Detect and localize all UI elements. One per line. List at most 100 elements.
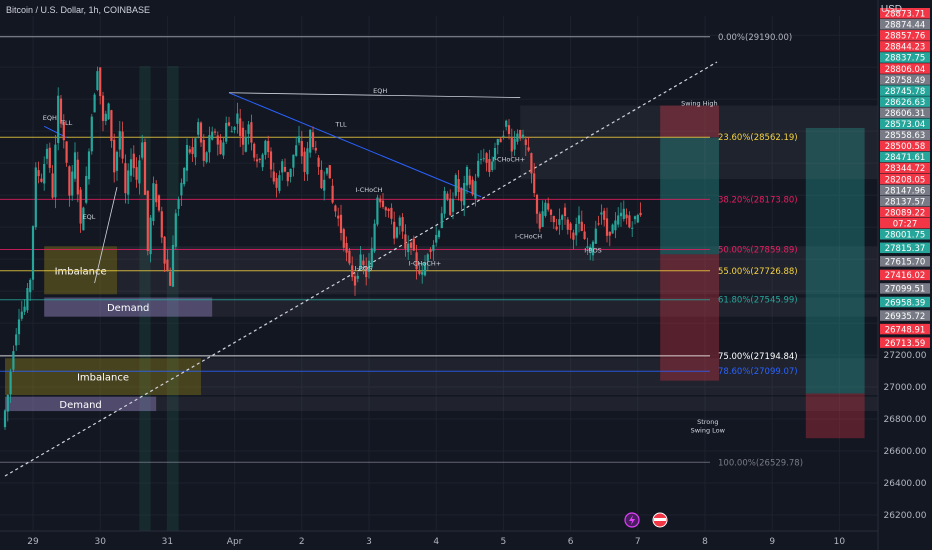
flash-icon-glyph [629, 515, 635, 525]
structure-line [94, 187, 118, 284]
candle-body [468, 175, 471, 185]
price-tick-label: 26600.00 [884, 447, 927, 457]
range-box [520, 105, 878, 180]
structure-label: EQH [43, 114, 57, 122]
candle-body [76, 159, 79, 195]
candles [3, 66, 642, 430]
candle-body [423, 262, 427, 276]
zone-extension [156, 396, 878, 412]
candle-body [555, 226, 558, 230]
candle-body [376, 197, 379, 225]
price-label-text: 28500.58 [885, 142, 926, 152]
candle-body [185, 145, 189, 171]
candle-body [306, 148, 309, 175]
candle-body [314, 147, 317, 151]
candle-body [40, 178, 43, 182]
candle-body [429, 249, 432, 252]
candle-body [507, 125, 511, 135]
candle-body [110, 110, 113, 142]
candle-body [54, 144, 57, 198]
candle-body [513, 138, 516, 150]
candle-body [549, 209, 553, 215]
candle-body [631, 227, 634, 229]
candle-body [205, 152, 208, 163]
candle-body [639, 212, 642, 216]
candle-body [463, 183, 466, 206]
candle-body [233, 127, 236, 131]
candle-body [398, 217, 401, 226]
price-label-text: 28137.57 [885, 197, 926, 207]
candle-body [239, 118, 242, 136]
price-label-text: 28844.23 [885, 43, 926, 53]
position-loss-zone [805, 393, 865, 439]
candle-body [90, 116, 93, 152]
fib-level-label: 23.60%(28562.19) [718, 133, 798, 143]
price-axis: 26200.00 26400.00 26600.00 26800.00 27000.00… [884, 351, 927, 521]
candle-body [157, 195, 161, 211]
candle-body [202, 140, 205, 161]
candle-body [440, 213, 443, 229]
candle-body [404, 234, 407, 249]
candle-body [426, 254, 429, 261]
candle-body [491, 161, 494, 170]
event-icons[interactable] [624, 512, 668, 528]
trendline [228, 92, 482, 198]
candle-body [575, 224, 578, 236]
candle-body [143, 142, 147, 195]
fib-level-label: 55.00%(27726.88) [718, 267, 798, 277]
candle-body [356, 275, 359, 279]
candle-body [337, 215, 340, 219]
candle-body [617, 215, 620, 225]
candle-body [339, 214, 343, 234]
candle-body [435, 234, 438, 243]
price-label-tag [880, 85, 930, 96]
candle-body [199, 122, 203, 143]
structure-label: I-BOS [584, 247, 602, 255]
candle-body [71, 171, 74, 196]
candle-body [597, 223, 600, 225]
price-label-tag [880, 184, 930, 196]
candle-body [482, 158, 485, 160]
candle-body [569, 223, 572, 231]
candle-body [622, 208, 625, 220]
candle-body [561, 215, 564, 220]
candle-body [580, 221, 583, 232]
candle-body [479, 159, 483, 161]
candle-body [51, 173, 54, 198]
candle-body [17, 319, 21, 335]
grid [0, 16, 878, 531]
candle-body [171, 244, 175, 287]
candle-body [275, 178, 278, 188]
time-axis[interactable]: 29 30 31 Apr 2 3 4 5 6 7 8 9 10 [27, 537, 845, 547]
chart-title: Bitcoin / U.S. Dollar, 1h, COINBASE [6, 5, 151, 15]
candle-body [48, 147, 51, 168]
price-label-text: 28626.63 [885, 98, 926, 108]
position-profit-zone [805, 127, 865, 394]
candle-body [261, 154, 264, 168]
price-label-tag [880, 217, 930, 229]
fib-level-label: 38.20%(28173.80) [718, 195, 798, 205]
candle-body [138, 160, 141, 184]
candle-body [59, 98, 63, 124]
candle-body [197, 122, 200, 135]
candle-body [118, 131, 121, 150]
candle-body [183, 167, 186, 185]
time-tick-label: 7 [635, 537, 641, 547]
candle-body [292, 154, 295, 168]
candle-body [241, 127, 245, 145]
candle-body [395, 227, 399, 238]
candle-body [381, 200, 385, 207]
candle-body [387, 208, 390, 212]
session-band [139, 66, 151, 531]
candle-body [286, 172, 289, 182]
candle-body [104, 113, 107, 122]
price-label-tag [880, 323, 930, 335]
price-tick-label: 26400.00 [884, 479, 927, 489]
candle-body [127, 170, 130, 195]
candle-body [412, 238, 415, 251]
zone-box [44, 297, 213, 317]
price-label-text: 28806.04 [885, 65, 926, 75]
price-label-tag [880, 242, 930, 254]
